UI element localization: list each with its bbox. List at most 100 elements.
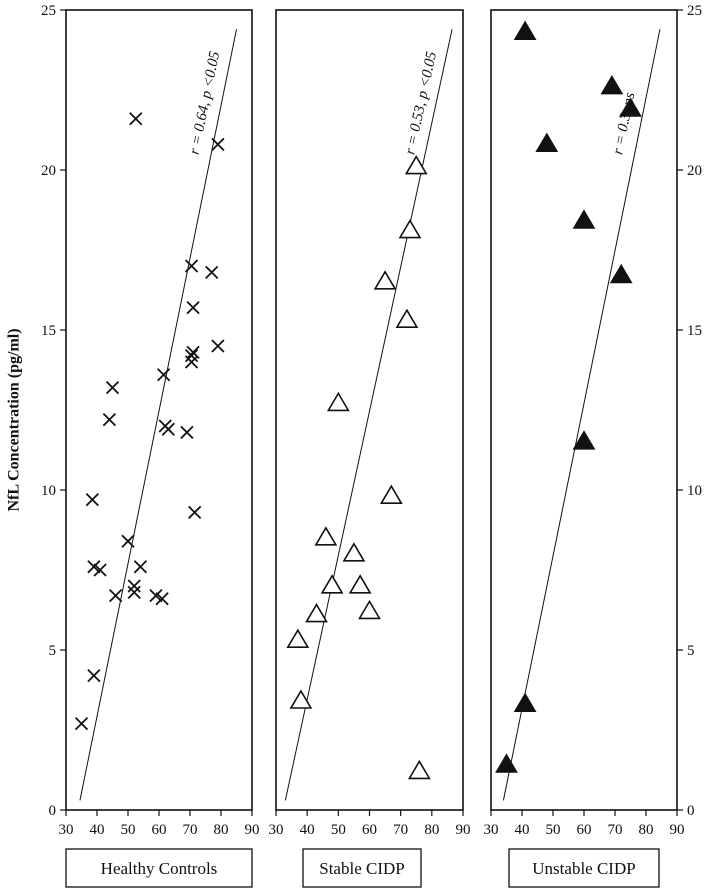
regression-line bbox=[502, 29, 661, 801]
panel-label-box bbox=[65, 848, 253, 888]
data-point bbox=[358, 599, 381, 620]
panel-label: Unstable CIDP bbox=[532, 859, 635, 878]
data-point bbox=[87, 560, 101, 574]
data-point bbox=[184, 259, 199, 273]
x-tick-label: 40 bbox=[300, 822, 315, 838]
y-tick-label: 5 bbox=[687, 643, 695, 659]
x-tick-label: 60 bbox=[577, 822, 592, 838]
data-point bbox=[373, 270, 397, 290]
panel-label: Healthy Controls bbox=[101, 859, 218, 878]
data-point bbox=[495, 753, 518, 773]
regression-line bbox=[284, 29, 453, 801]
data-point bbox=[326, 391, 350, 412]
data-point bbox=[404, 155, 428, 175]
data-point bbox=[407, 759, 431, 780]
y-tick-label: 5 bbox=[49, 643, 57, 659]
data-point bbox=[161, 422, 175, 436]
data-point bbox=[93, 563, 107, 577]
data-point bbox=[188, 505, 202, 520]
plot-frame bbox=[490, 9, 678, 811]
data-point bbox=[305, 603, 328, 623]
data-point bbox=[127, 579, 141, 593]
data-point bbox=[211, 137, 225, 152]
data-point bbox=[600, 75, 624, 95]
data-point bbox=[85, 492, 99, 507]
data-point bbox=[609, 263, 633, 284]
data-point bbox=[572, 430, 596, 450]
data-point bbox=[572, 209, 596, 229]
data-point bbox=[180, 425, 194, 440]
data-point bbox=[74, 716, 89, 731]
data-point bbox=[513, 692, 537, 712]
data-point bbox=[102, 412, 117, 427]
x-tick-label: 40 bbox=[90, 822, 105, 838]
correlation-annotation: r = 0.3, ns bbox=[610, 91, 638, 156]
x-tick-label: 30 bbox=[59, 822, 74, 838]
data-point bbox=[155, 592, 169, 606]
data-point bbox=[211, 339, 225, 353]
panel-label: Stable CIDP bbox=[319, 859, 404, 878]
data-point bbox=[342, 542, 366, 562]
y-tick-label: 0 bbox=[49, 803, 57, 819]
data-point bbox=[535, 132, 559, 152]
x-tick-label: 70 bbox=[393, 822, 408, 838]
x-tick-label: 70 bbox=[608, 822, 623, 838]
x-tick-label: 40 bbox=[515, 822, 530, 838]
y-tick-label: 20 bbox=[687, 163, 702, 179]
data-point bbox=[205, 265, 219, 280]
x-tick-label: 60 bbox=[152, 822, 167, 838]
x-tick-label: 30 bbox=[484, 822, 499, 838]
data-point bbox=[286, 628, 310, 648]
data-point bbox=[513, 20, 537, 40]
data-point bbox=[129, 112, 143, 126]
x-tick-label: 80 bbox=[214, 822, 229, 838]
x-tick-label: 90 bbox=[245, 822, 260, 838]
data-point bbox=[121, 534, 135, 548]
x-tick-label: 90 bbox=[456, 822, 471, 838]
y-axis-label: NfL Concentration (pg/ml) bbox=[6, 328, 23, 511]
y-tick-label: 10 bbox=[41, 483, 56, 499]
y-tick-label: 25 bbox=[41, 3, 56, 19]
data-point bbox=[186, 300, 200, 315]
panel-label-box bbox=[302, 848, 422, 888]
data-point bbox=[289, 689, 313, 709]
x-tick-label: 80 bbox=[639, 822, 654, 838]
data-point bbox=[619, 97, 642, 117]
data-point bbox=[127, 585, 141, 600]
data-point bbox=[314, 526, 338, 546]
x-tick-label: 60 bbox=[362, 822, 377, 838]
data-point bbox=[184, 348, 199, 363]
x-tick-label: 50 bbox=[546, 822, 561, 838]
regression-line bbox=[79, 29, 237, 801]
y-tick-label: 20 bbox=[41, 163, 56, 179]
y-tick-label: 0 bbox=[687, 803, 695, 819]
panel-3: 30 40 50 60 70 80 900 5 10 15 20 25 r = 0.3, ns Unsta… bbox=[484, 3, 702, 888]
x-tick-label: 70 bbox=[183, 822, 198, 838]
y-tick-label: 15 bbox=[41, 323, 56, 339]
data-point bbox=[87, 668, 101, 683]
data-point bbox=[133, 560, 148, 574]
data-point bbox=[105, 380, 120, 395]
panel-2: 30 40 50 60 70 80 90 r = 0.53, p <0.05 Stable CI… bbox=[269, 9, 471, 888]
x-tick-label: 90 bbox=[670, 822, 685, 838]
data-point bbox=[379, 484, 403, 504]
panel-1: 30 40 50 60 70 80 90 0 5 10 15 20 25 r = 0.64, p <0.0… bbox=[41, 3, 260, 888]
data-point bbox=[395, 308, 419, 328]
y-tick-label: 25 bbox=[687, 3, 702, 19]
x-tick-label: 30 bbox=[269, 822, 284, 838]
x-tick-label: 50 bbox=[121, 822, 136, 838]
data-point bbox=[398, 219, 422, 239]
panel-label-box bbox=[508, 848, 660, 888]
data-point bbox=[108, 588, 123, 603]
data-point bbox=[149, 588, 163, 603]
x-tick-label: 80 bbox=[424, 822, 439, 838]
data-point bbox=[320, 574, 344, 594]
data-point bbox=[157, 368, 171, 382]
correlation-annotation: r = 0.53, p <0.05 bbox=[402, 50, 440, 156]
data-point bbox=[186, 345, 200, 360]
data-point bbox=[348, 574, 372, 594]
correlation-annotation: r = 0.64, p <0.05 bbox=[187, 50, 224, 156]
y-tick-label: 15 bbox=[687, 323, 702, 339]
